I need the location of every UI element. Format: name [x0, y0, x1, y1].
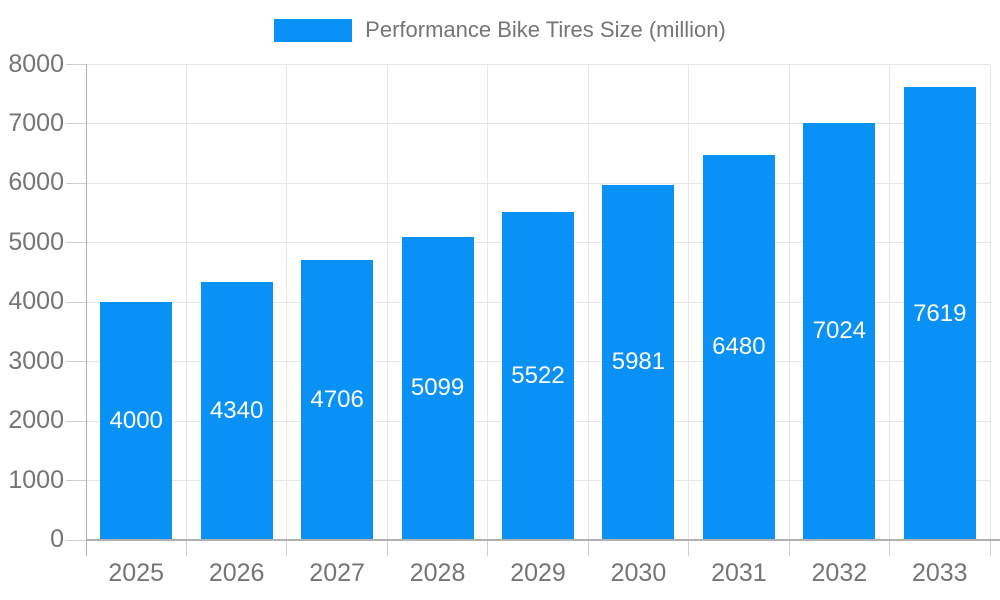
- gridline-vertical: [889, 64, 891, 540]
- x-axis-tick: [286, 540, 288, 556]
- x-axis-tick: [487, 540, 489, 556]
- y-axis-tick: [66, 123, 86, 125]
- gridline-vertical: [989, 64, 991, 540]
- y-tick-label: 8000: [8, 49, 64, 78]
- x-tick-label: 2031: [711, 559, 767, 587]
- y-axis-tick: [66, 182, 86, 184]
- y-tick-label: 4000: [8, 287, 64, 316]
- bar[interactable]: 5099: [401, 236, 474, 540]
- bar-value-label: 7619: [913, 299, 967, 327]
- x-tick-label: 2029: [510, 559, 566, 587]
- x-axis-tick: [587, 540, 589, 556]
- y-tick-label: 0: [50, 525, 64, 553]
- bar[interactable]: 7024: [803, 122, 876, 540]
- x-tick-label: 2032: [811, 559, 868, 587]
- x-axis-tick: [688, 540, 690, 556]
- y-axis-tick: [66, 420, 86, 422]
- bar-value-label: 4706: [310, 386, 364, 414]
- bar-value-label: 5981: [611, 348, 666, 376]
- y-tick-label: 2000: [8, 406, 64, 435]
- y-tick-label: 7000: [8, 108, 64, 137]
- gridline-vertical: [487, 64, 489, 540]
- x-tick-label: 2033: [911, 559, 968, 587]
- y-axis-tick: [66, 361, 86, 363]
- x-axis-line: [86, 539, 1000, 541]
- y-axis-tick: [66, 539, 86, 541]
- x-tick-label: 2028: [409, 559, 466, 587]
- y-axis-line: [85, 64, 87, 556]
- gridline-vertical: [688, 64, 690, 540]
- chart-legend[interactable]: Performance Bike Tires Size (million): [0, 17, 1000, 43]
- bar[interactable]: 5522: [502, 211, 574, 540]
- y-axis-tick: [66, 64, 86, 65]
- y-tick-label: 5000: [8, 227, 64, 256]
- gridline-vertical: [386, 64, 388, 540]
- bar-value-label: 4000: [109, 407, 163, 435]
- bar-value-label: 7024: [812, 317, 867, 345]
- gridline-horizontal: [86, 123, 990, 125]
- x-axis-tick: [788, 540, 790, 556]
- gridline-vertical: [587, 64, 589, 540]
- gridline-vertical: [286, 64, 288, 540]
- bar[interactable]: 6480: [702, 154, 775, 540]
- y-axis-tick: [66, 242, 86, 244]
- y-axis-tick: [66, 480, 86, 482]
- bar[interactable]: 7619: [903, 87, 976, 540]
- bar[interactable]: 4340: [200, 282, 273, 540]
- x-axis-tick: [386, 540, 388, 556]
- x-axis-tick: [989, 540, 991, 556]
- bar-value-label: 6480: [712, 333, 766, 361]
- bar[interactable]: 4000: [100, 302, 173, 540]
- gridline-vertical: [185, 64, 187, 540]
- gridline-vertical: [788, 64, 790, 540]
- x-tick-label: 2025: [108, 559, 165, 587]
- y-tick-label: 3000: [8, 346, 64, 375]
- bar[interactable]: 4706: [301, 260, 374, 540]
- x-tick-label: 2026: [208, 559, 265, 587]
- x-tick-label: 2027: [309, 559, 365, 587]
- y-tick-label: 1000: [8, 465, 64, 494]
- y-tick-label: 6000: [8, 168, 64, 197]
- y-axis-tick: [66, 301, 86, 303]
- x-axis-tick: [185, 540, 187, 556]
- legend-swatch: [274, 18, 353, 42]
- gridline-horizontal: [86, 182, 990, 184]
- bar[interactable]: 5981: [602, 184, 675, 540]
- gridline-horizontal: [86, 64, 990, 65]
- x-tick-label: 2030: [610, 559, 667, 587]
- legend-label: Performance Bike Tires Size (million): [365, 17, 726, 42]
- bar-value-label: 4340: [209, 397, 264, 424]
- bar-value-label: 5522: [511, 361, 565, 389]
- x-axis-tick: [889, 540, 891, 556]
- bar-value-label: 5099: [410, 374, 465, 402]
